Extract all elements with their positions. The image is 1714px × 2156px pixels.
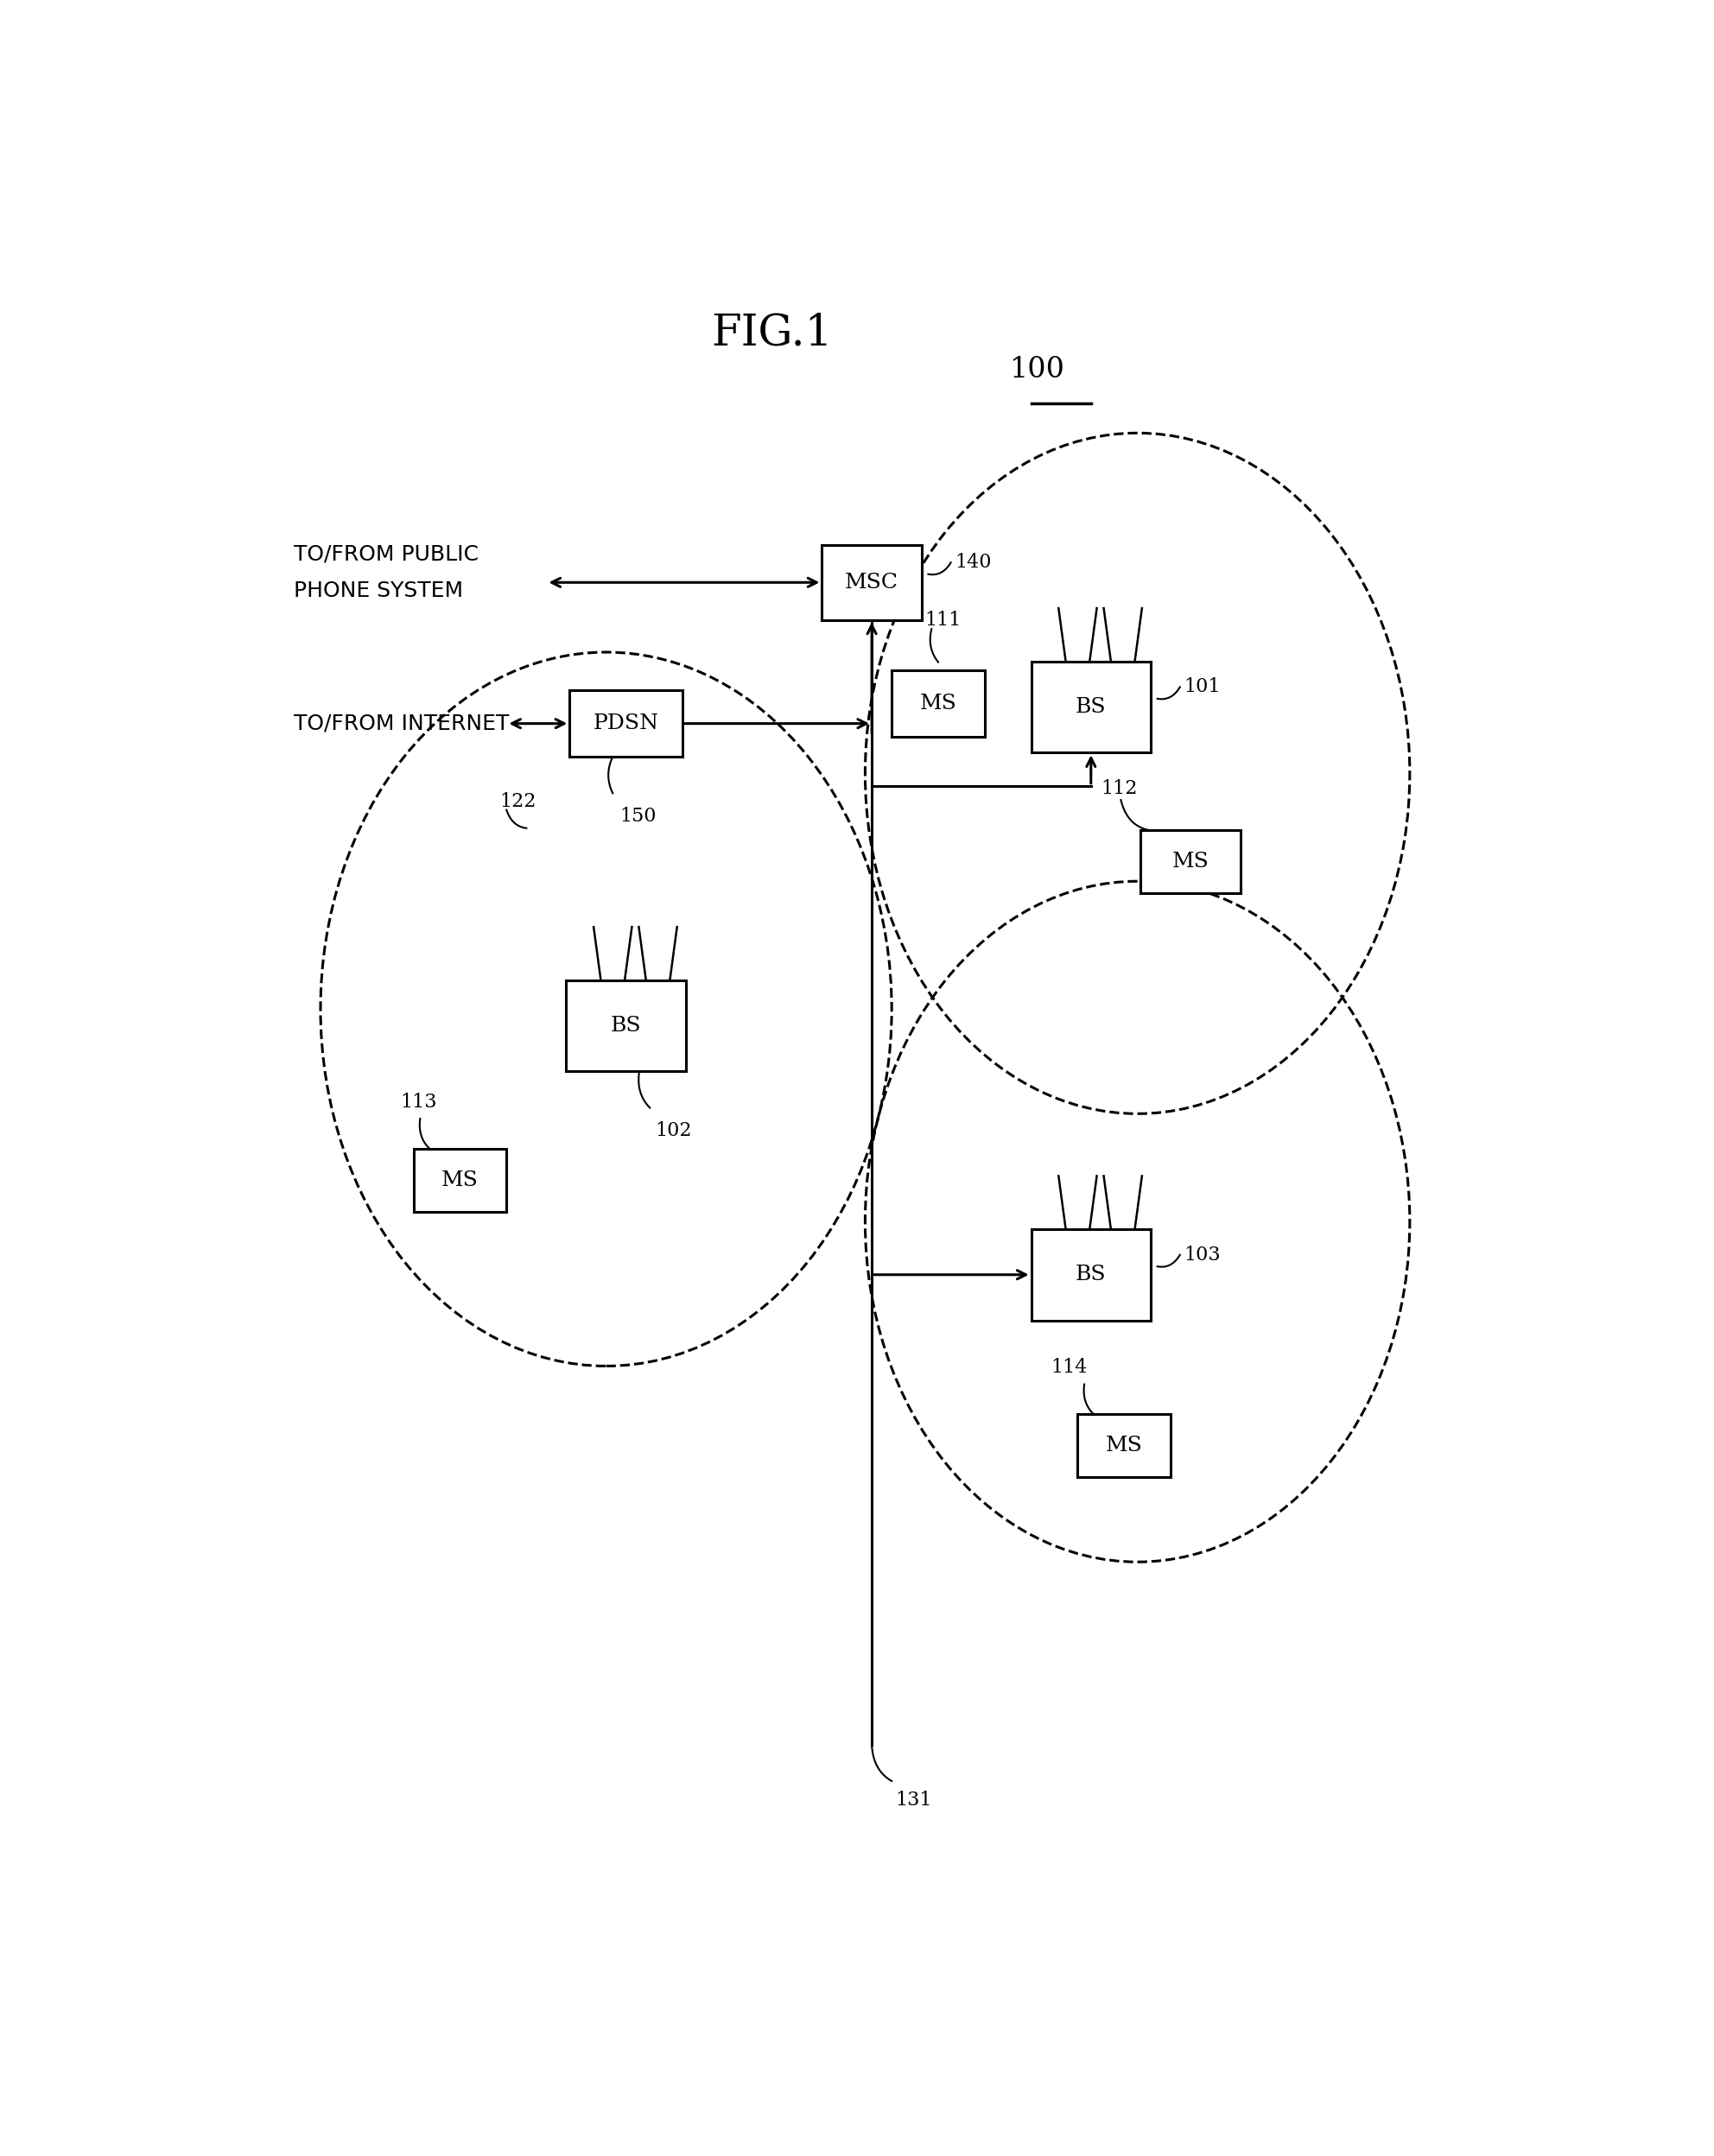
Text: 140: 140 xyxy=(955,554,991,571)
Bar xyxy=(569,690,682,757)
Text: 113: 113 xyxy=(399,1093,437,1112)
Text: 114: 114 xyxy=(1051,1358,1088,1378)
Bar xyxy=(823,545,922,619)
Text: MS: MS xyxy=(1106,1436,1143,1455)
Bar xyxy=(891,671,984,737)
Text: MS: MS xyxy=(442,1171,478,1190)
Text: MS: MS xyxy=(920,694,956,714)
Text: 150: 150 xyxy=(619,806,656,826)
Text: 111: 111 xyxy=(926,610,962,630)
Text: BS: BS xyxy=(610,1015,641,1035)
Bar xyxy=(1032,1229,1150,1319)
Text: BS: BS xyxy=(1076,1266,1106,1285)
Text: 131: 131 xyxy=(896,1792,932,1811)
Text: 101: 101 xyxy=(1184,677,1220,696)
Text: 112: 112 xyxy=(1100,778,1138,798)
Text: 122: 122 xyxy=(500,791,536,811)
Text: MS: MS xyxy=(1172,852,1208,871)
Bar xyxy=(413,1149,507,1212)
Bar xyxy=(1142,830,1241,893)
Text: BS: BS xyxy=(1076,696,1106,718)
Text: TO/FROM INTERNET: TO/FROM INTERNET xyxy=(295,714,509,733)
Text: 100: 100 xyxy=(1010,356,1066,384)
Bar xyxy=(1032,662,1150,752)
Bar xyxy=(1078,1414,1171,1477)
Bar xyxy=(566,981,686,1072)
Text: 102: 102 xyxy=(655,1121,692,1141)
Text: TO/FROM PUBLIC: TO/FROM PUBLIC xyxy=(295,543,478,565)
Text: 103: 103 xyxy=(1184,1246,1220,1263)
Text: PDSN: PDSN xyxy=(593,714,658,733)
Text: MSC: MSC xyxy=(845,573,898,593)
Text: FIG.1: FIG.1 xyxy=(711,313,833,356)
Text: PHONE SYSTEM: PHONE SYSTEM xyxy=(295,580,463,602)
